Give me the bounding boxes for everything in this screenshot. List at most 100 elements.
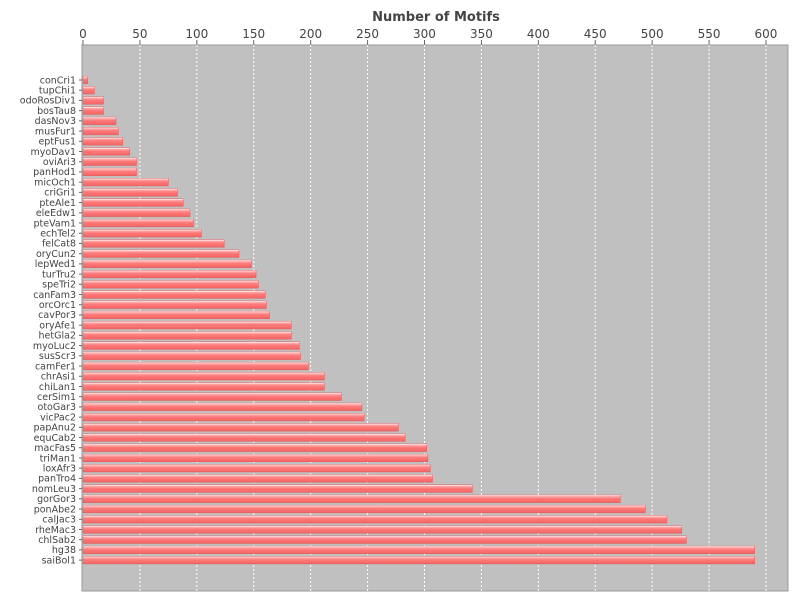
- bar-cerSim1: [82, 392, 342, 401]
- y-tick-label: camFer1: [35, 361, 76, 372]
- y-tick-label: calJac3: [42, 515, 76, 526]
- bar-micOch1: [82, 178, 169, 187]
- y-tick-label: chrAsi1: [41, 372, 76, 383]
- bar-eptFus1: [82, 137, 124, 146]
- y-tick-label: vicPac2: [40, 412, 76, 423]
- bars: [82, 75, 755, 565]
- y-tick-label: musFur1: [35, 126, 76, 137]
- y-tick-label: echTel2: [40, 229, 76, 240]
- bar-saiBol1: [82, 556, 755, 565]
- y-tick-label: susScr3: [39, 351, 76, 362]
- bar-camFer1: [82, 361, 309, 371]
- bar-myoDav1: [82, 147, 130, 156]
- bar-felCat8: [82, 239, 225, 248]
- x-tick-label: 250: [356, 27, 379, 41]
- bar-dasNov3: [82, 116, 117, 125]
- bar-canFam3: [82, 290, 266, 299]
- bar-susScr3: [82, 351, 301, 360]
- bar-hg38: [82, 545, 755, 554]
- y-axis: conCri1tupChi1odoRosDiv1bosTau8dasNov3mu…: [20, 75, 82, 566]
- y-tick-label: otoGar3: [38, 402, 76, 413]
- y-tick-label: odoRosDiv1: [20, 96, 76, 107]
- bar-oryCun2: [82, 249, 240, 258]
- y-tick-label: macFas5: [34, 443, 76, 454]
- x-tick-label: 0: [79, 27, 87, 41]
- y-tick-label: pteAle1: [39, 198, 76, 209]
- bar-lepWed1: [82, 259, 252, 268]
- bar-musFur1: [82, 127, 119, 136]
- x-tick-label: 450: [584, 27, 607, 41]
- y-tick-label: eleEdw1: [36, 208, 76, 219]
- x-tick-label: 100: [185, 27, 208, 41]
- y-tick-label: conCri1: [40, 75, 76, 86]
- y-tick-label: canFam3: [33, 290, 76, 301]
- y-tick-label: cavPor3: [38, 310, 76, 321]
- bar-panHod1: [82, 167, 137, 176]
- x-tick-label: 550: [698, 27, 721, 41]
- x-tick-label: 50: [132, 27, 147, 41]
- bar-chrAsi1: [82, 372, 325, 381]
- y-tick-label: eptFus1: [38, 137, 76, 148]
- y-tick-label: hetGla2: [39, 331, 76, 342]
- y-tick-label: papAnu2: [34, 423, 76, 434]
- x-tick-label: 600: [755, 27, 778, 41]
- x-tick-label: 400: [527, 27, 550, 41]
- y-tick-label: speTri2: [42, 280, 76, 291]
- bar-myoLuc2: [82, 341, 300, 350]
- y-tick-label: criGri1: [44, 188, 76, 199]
- x-tick-label: 200: [299, 27, 322, 41]
- x-tick-label: 500: [641, 27, 664, 41]
- y-tick-label: triMan1: [40, 453, 76, 464]
- bar-gorGor3: [82, 494, 621, 503]
- y-tick-label: myoLuc2: [33, 341, 76, 352]
- bar-chiLan1: [82, 382, 325, 391]
- y-tick-label: gorGor3: [37, 494, 76, 505]
- bar-oryAfe1: [82, 321, 292, 330]
- y-tick-label: rheMac3: [35, 525, 76, 536]
- bar-panTro4: [82, 474, 433, 483]
- y-tick-label: oviAri3: [43, 157, 76, 168]
- bar-tupChi1: [82, 86, 95, 95]
- x-axis: 0 50 100 150 200 250 300 350 400 450 500 550 600: [79, 27, 777, 45]
- bar-turTru2: [82, 270, 257, 279]
- bar-ponAbe2: [82, 504, 646, 514]
- bar-eleEdw1: [82, 208, 191, 217]
- y-tick-label: lepWed1: [35, 259, 76, 270]
- bar-hetGla2: [82, 331, 292, 340]
- bar-oviAri3: [82, 157, 137, 166]
- bar-papAnu2: [82, 423, 399, 432]
- bar-rheMac3: [82, 525, 682, 534]
- bar-triMan1: [82, 453, 429, 463]
- y-tick-label: bosTau8: [37, 106, 76, 117]
- y-tick-label: micOch1: [34, 177, 76, 188]
- bar-nomLeu3: [82, 484, 473, 493]
- y-tick-label: oryCun2: [36, 249, 76, 260]
- y-tick-label: chiLan1: [39, 382, 76, 393]
- y-tick-label: dasNov3: [35, 116, 76, 127]
- y-tick-label: hg38: [52, 545, 76, 556]
- chart-title: Number of Motifs: [372, 10, 500, 25]
- bar-equCab2: [82, 433, 406, 442]
- y-tick-label: equCab2: [34, 433, 76, 444]
- y-tick-label: felCat8: [42, 239, 76, 250]
- x-tick-label: 350: [470, 27, 493, 41]
- bar-bosTau8: [82, 106, 104, 115]
- bar-criGri1: [82, 188, 178, 197]
- y-tick-label: saiBol1: [42, 555, 76, 566]
- y-tick-label: tupChi1: [39, 86, 76, 97]
- bar-cavPor3: [82, 310, 270, 319]
- bar-chlSab2: [82, 535, 687, 544]
- y-tick-label: turTru2: [42, 269, 76, 280]
- bar-macFas5: [82, 443, 428, 452]
- y-tick-label: orcOrc1: [39, 300, 76, 311]
- bar-vicPac2: [82, 413, 365, 422]
- x-tick-label: 300: [413, 27, 436, 41]
- y-tick-label: ponAbe2: [34, 504, 76, 515]
- y-tick-label: panTro4: [38, 474, 76, 485]
- y-tick-label: chlSab2: [38, 535, 76, 546]
- bar-orcOrc1: [82, 300, 267, 309]
- y-tick-label: nomLeu3: [32, 484, 76, 495]
- bar-pteVam1: [82, 218, 194, 228]
- y-tick-label: oryAfe1: [39, 320, 76, 331]
